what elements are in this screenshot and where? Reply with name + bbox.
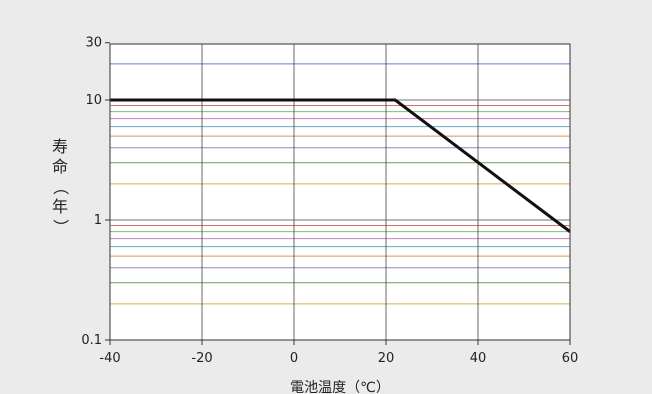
y-tick-label: 0.1 — [81, 333, 102, 348]
plot-frame — [109, 43, 571, 341]
major-gridlines — [110, 44, 570, 340]
y-axis-label-char: 命 — [52, 157, 68, 176]
x-tick-label: 0 — [290, 351, 298, 366]
x-tick-label: 60 — [562, 351, 579, 366]
x-tick-label: -20 — [191, 351, 212, 366]
y-axis-label-char: 年 — [52, 197, 68, 216]
series-layer — [110, 98, 571, 233]
x-axis-ticks: -40 -20 0 20 40 60 — [99, 340, 578, 366]
y-axis-label-char: 寿 — [52, 137, 68, 156]
minor-gridlines — [110, 63, 570, 305]
x-tick-label: -40 — [99, 351, 120, 366]
y-axis-label-char: ） — [51, 219, 70, 235]
plot-area — [110, 44, 570, 340]
y-axis-ticks: 0.1 1 10 30 — [81, 36, 110, 348]
x-axis-label: 電池温度（℃） — [290, 380, 390, 394]
y-tick-label: 30 — [85, 36, 102, 51]
y-tick-label: 10 — [85, 93, 102, 108]
y-tick-label: 1 — [94, 213, 102, 228]
y-axis-label-char: （ — [51, 179, 70, 195]
x-tick-label: 40 — [470, 351, 487, 366]
y-axis-label: 寿命 （ 年 ） — [51, 137, 70, 235]
series-line-0 — [110, 98, 571, 233]
x-tick-label: 20 — [378, 351, 395, 366]
